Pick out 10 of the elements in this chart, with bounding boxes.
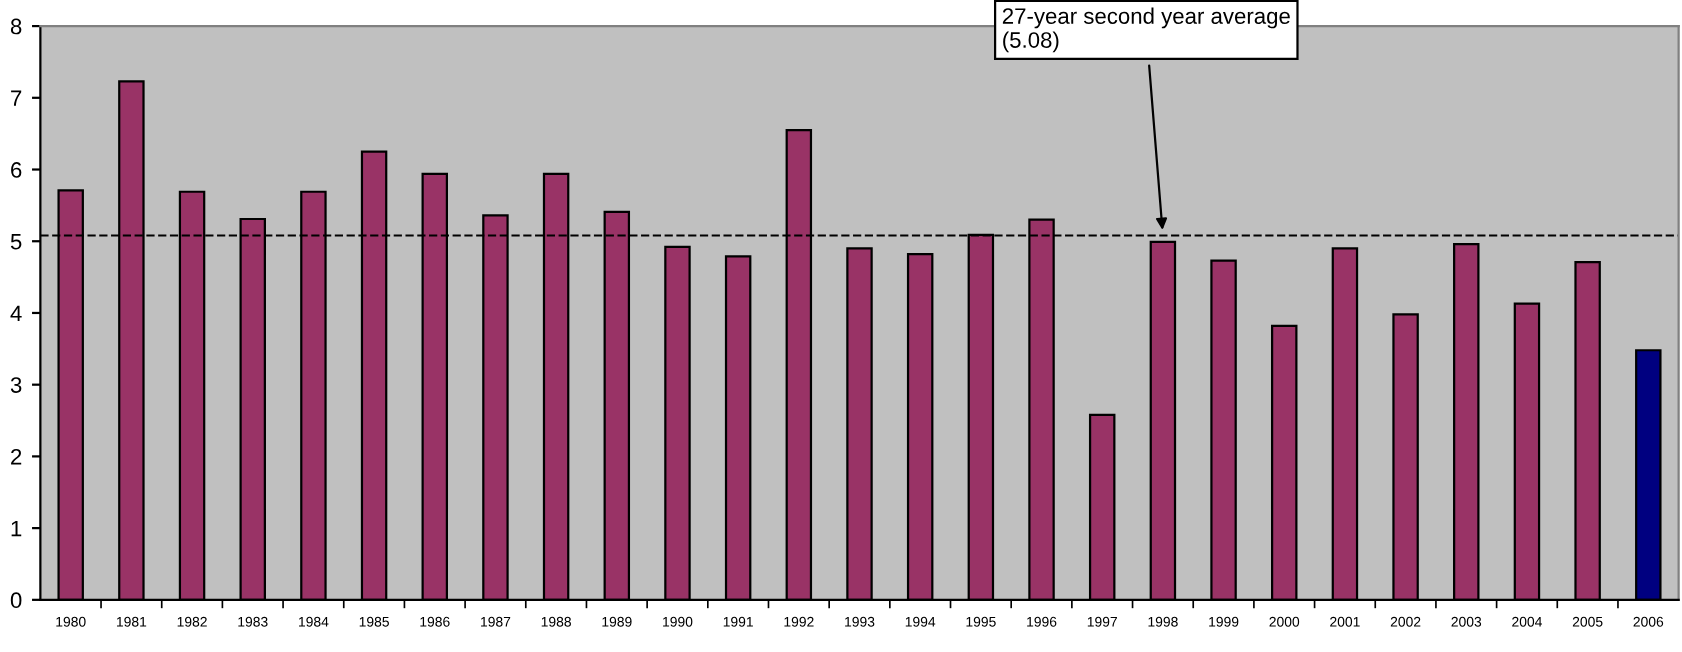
y-tick-label: 5 xyxy=(10,234,22,250)
y-tick-label: 6 xyxy=(11,162,22,178)
y-tick-label: 3 xyxy=(10,377,22,393)
y-tick-label: 1 xyxy=(11,520,22,537)
y-tick-label: 8 xyxy=(10,18,22,35)
y-tick-label: 2 xyxy=(11,448,22,465)
y-tick-label: 4 xyxy=(10,305,22,322)
y-tick-label: 7 xyxy=(11,90,22,106)
y-tick-label: 0 xyxy=(10,592,22,609)
annotation: 27-year second year average (5.08) xyxy=(1002,7,1290,53)
